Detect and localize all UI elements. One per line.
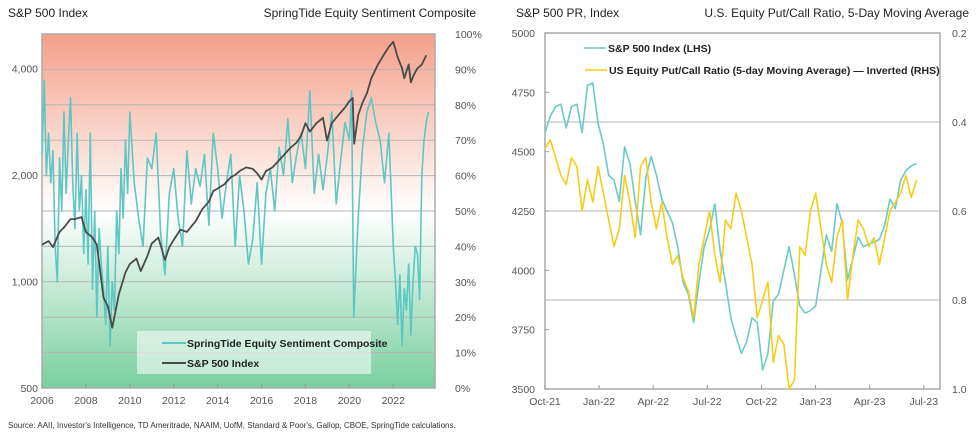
x-axis-tick-label: 2008 [74, 395, 98, 407]
x-axis-tick-label: Jan-22 [583, 396, 615, 408]
right-axis-tick-label: 40% [455, 241, 476, 253]
x-axis-tick-label: Apr-23 [854, 396, 886, 408]
left-plot-frame [41, 33, 436, 389]
left-axis-tick-label: 500 [20, 383, 38, 395]
left-axis-tick-label: 3750 [512, 325, 536, 337]
left-axis-tick-label: 3500 [512, 384, 536, 396]
right-chart: 0.2 0.4 0.6 0.8 1.0 3500 3750 4000 4250 4500 4750 5… [512, 28, 967, 408]
right-axis-tick-label: 0.8 [952, 295, 967, 307]
left-axis-tick-label: 1,000 [12, 276, 38, 288]
right-axis-tick-label: 80% [455, 100, 476, 112]
left-axis-tick-label: 4500 [512, 147, 536, 159]
right-axis-tick-label: 70% [455, 135, 476, 147]
left-axis-tick-label: 2,000 [12, 170, 38, 182]
right-axis-tick-label: 50% [455, 206, 476, 218]
legend-label-sp500: S&P 500 Index [187, 358, 259, 370]
right-chart-left-axis-title: S&P 500 PR, Index [516, 6, 620, 20]
left-chart-right-axis-title: SpringTide Equity Sentiment Composite [263, 6, 476, 20]
left-legend: SpringTide Equity Sentiment Composite S&P… [137, 331, 388, 374]
right-chart-right-axis-title: U.S. Equity Put/Call Ratio, 5-Day Moving… [704, 6, 969, 20]
right-axis-tick-label: 10% [455, 348, 476, 360]
x-axis-tick-label: Oct-21 [529, 396, 561, 408]
right-axis-tick-label: 0.6 [952, 206, 967, 218]
putcall-ratio-line [544, 139, 918, 390]
right-axis-tick-label: 90% [455, 64, 476, 76]
left-axis-tick-label: 4750 [512, 87, 536, 99]
x-axis-tick-label: 2016 [250, 395, 274, 407]
sentiment-composite-line [41, 79, 430, 347]
sp500-index-line [544, 82, 917, 371]
x-axis-tick-label: 2006 [30, 395, 54, 407]
left-chart-left-axis-title: S&P 500 Index [8, 6, 88, 20]
x-axis-tick-label: 2010 [118, 395, 142, 407]
x-axis-tick-label: 2012 [162, 395, 186, 407]
right-axis-tick-label: 30% [455, 277, 476, 289]
right-axis-tick-label: 0.4 [952, 117, 967, 129]
right-axis-tick-label: 0% [455, 383, 470, 395]
legend-label-putcall: US Equity Put/Call Ratio (5-day Moving A… [609, 65, 940, 77]
right-axis-tick-label: 0.2 [952, 28, 967, 40]
sp500-index-line [41, 40, 428, 329]
left-axis-tick-label: 4000 [512, 265, 536, 277]
legend-label-sp500: S&P 500 Index (LHS) [608, 43, 711, 55]
right-axis-tick-label: 1.0 [952, 384, 967, 396]
x-axis-tick-label: 2022 [382, 395, 406, 407]
x-axis-tick-label: Apr-22 [637, 396, 669, 408]
right-axis-tick-label: 20% [455, 312, 476, 324]
x-axis-tick-label: Jul-22 [693, 396, 722, 408]
x-axis-tick-label: 2020 [338, 395, 362, 407]
x-axis-tick-label: 2018 [294, 395, 318, 407]
source-note: Source: AAII, Investor's Intelligence, T… [8, 421, 456, 430]
right-axis-tick-label: 60% [455, 171, 476, 183]
x-axis-tick-label: Jul-23 [909, 396, 938, 408]
x-axis-tick-label: Oct-22 [746, 396, 778, 408]
left-axis-tick-label: 4,000 [12, 63, 38, 75]
left-axis-tick-label: 5000 [512, 28, 536, 40]
legend-label-sentiment: SpringTide Equity Sentiment Composite [187, 338, 388, 350]
right-axis-tick-label: 100% [455, 29, 482, 41]
x-axis-tick-label: 2014 [206, 395, 230, 407]
left-axis-tick-label: 4250 [512, 206, 536, 218]
left-chart: 0% 10% 20% 30% 40% 50% 60% 70% 80% 90% 100% 500 1,00… [12, 29, 482, 407]
x-axis-tick-label: Jan-23 [799, 396, 831, 408]
